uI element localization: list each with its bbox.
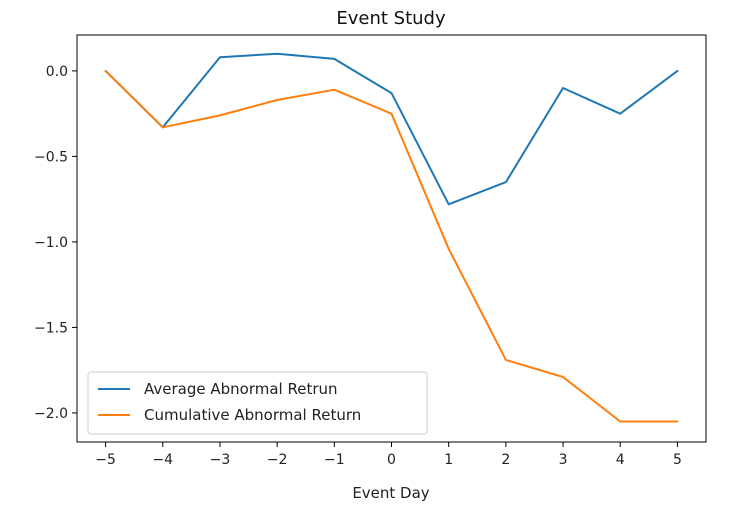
legend-box	[87, 371, 428, 435]
legend-label: Cumulative Abnormal Return	[144, 406, 361, 424]
x-tick-label: 2	[501, 452, 510, 468]
y-tick-label: −1.0	[34, 235, 68, 251]
x-tick-label: −4	[152, 452, 173, 468]
series-line-cumulative-abnormal-return	[104, 69, 679, 423]
y-tick-label: −2.0	[34, 406, 68, 422]
x-tick-label: −1	[324, 452, 345, 468]
x-tick-label: −2	[267, 452, 288, 468]
x-tick-label: 5	[673, 452, 682, 468]
x-tick-label: 0	[387, 452, 396, 468]
plot-area: −5 −4 −3 −2 −1 0 1 2 3 4 5 0.0 −0.5 −1.0 −1.5 −2.0 Avera…	[34, 34, 707, 468]
series-line-average-abnormal-return	[104, 52, 679, 206]
x-tick-label: −5	[95, 452, 116, 468]
x-tick-label: 4	[616, 452, 625, 468]
x-tick-label: 3	[559, 452, 568, 468]
chart-title: Event Study	[336, 8, 446, 29]
x-axis-label: Event Day	[352, 484, 429, 502]
legend-label: Average Abnormal Retrun	[144, 380, 338, 398]
y-tick-label: −1.5	[34, 320, 68, 336]
x-tick-label: −3	[210, 452, 231, 468]
x-tick-label: 1	[444, 452, 453, 468]
y-tick-label: 0.0	[46, 64, 68, 80]
y-tick-label: −0.5	[34, 149, 68, 165]
